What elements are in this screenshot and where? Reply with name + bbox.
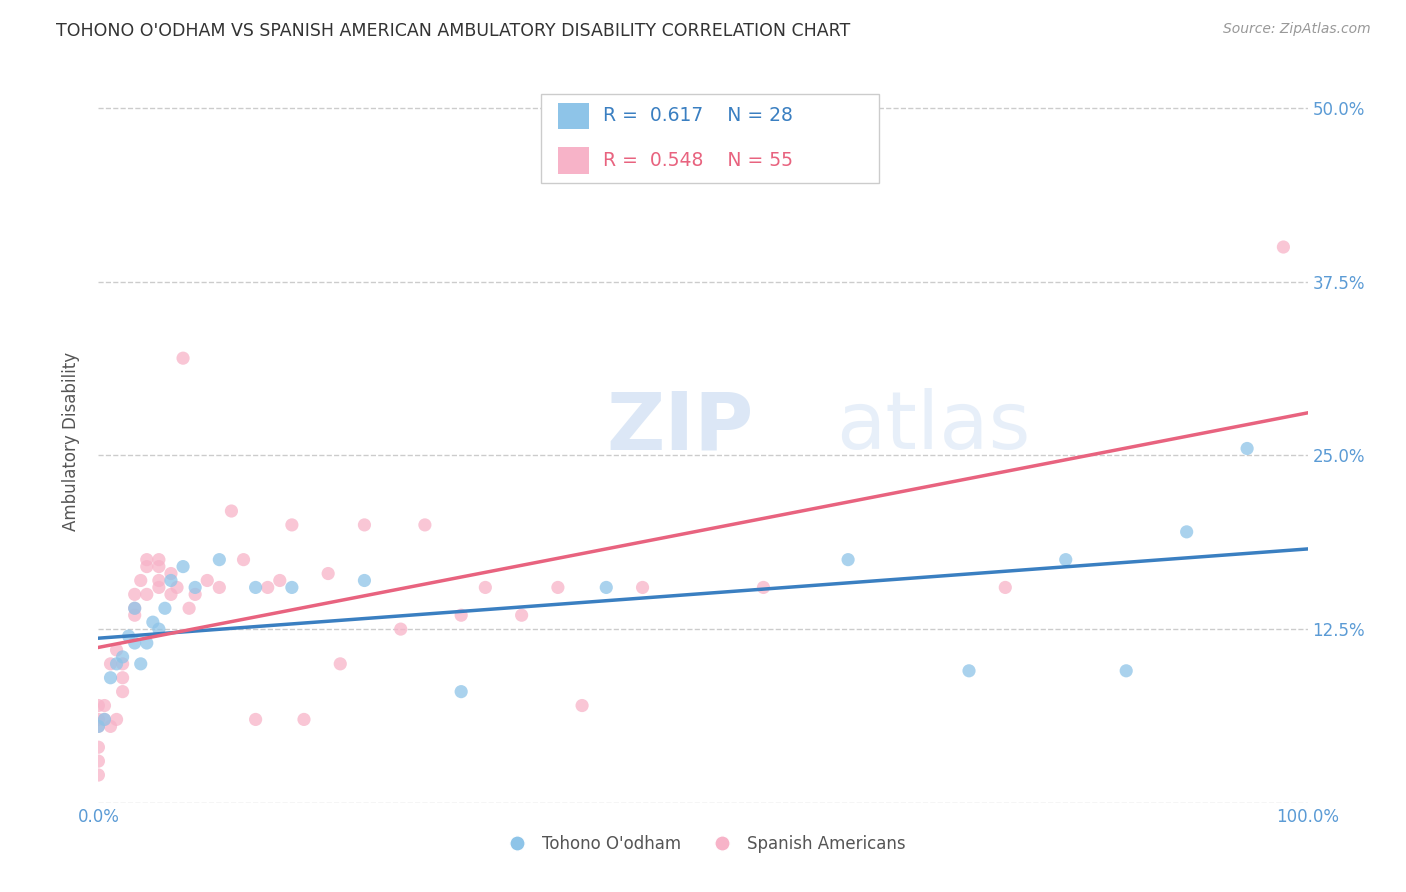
Point (353, 574, 375, 588)
Point (87, 713, 110, 727)
Point (172, 351, 194, 366)
Point (595, 581, 617, 595)
Point (87, 719, 110, 733)
Point (316, 566, 339, 581)
Point (232, 552, 254, 566)
Point (148, 622, 170, 636)
Point (1054, 552, 1077, 566)
Point (160, 566, 183, 581)
Point (160, 574, 183, 588)
Point (957, 664, 980, 678)
Point (129, 657, 152, 671)
Point (389, 622, 412, 636)
Point (105, 713, 128, 727)
Point (87, 719, 110, 733)
Point (510, 608, 533, 623)
Point (179, 601, 201, 615)
Point (124, 601, 146, 615)
Point (450, 684, 472, 698)
Point (837, 552, 859, 566)
Point (124, 587, 146, 601)
Point (245, 581, 267, 595)
Point (135, 552, 157, 566)
Point (87, 768, 110, 782)
Point (87, 698, 110, 713)
Point (105, 657, 128, 671)
Point (105, 643, 128, 657)
Point (752, 581, 775, 595)
Point (124, 601, 146, 615)
Point (184, 587, 207, 601)
Point (547, 581, 569, 595)
Point (148, 581, 170, 595)
Point (93, 698, 115, 713)
Point (87, 754, 110, 768)
Point (208, 581, 231, 595)
Point (329, 657, 352, 671)
Point (93, 713, 115, 727)
Point (111, 671, 134, 685)
Point (166, 581, 188, 595)
Point (281, 517, 304, 532)
Point (124, 608, 146, 623)
Point (1115, 664, 1137, 678)
Point (135, 636, 157, 650)
Point (148, 559, 170, 574)
Point (450, 608, 472, 623)
Point (100, 719, 122, 733)
Point (100, 657, 122, 671)
Text: atlas: atlas (837, 388, 1031, 467)
Point (135, 559, 157, 574)
Point (160, 587, 183, 601)
Point (93, 713, 115, 727)
Point (184, 581, 207, 595)
Text: R =  0.548    N = 55: R = 0.548 N = 55 (603, 151, 793, 170)
Point (195, 574, 218, 588)
Point (111, 649, 134, 664)
Point (208, 552, 231, 566)
Point (269, 574, 291, 588)
Point (87, 740, 110, 755)
Point (292, 713, 315, 727)
Point (129, 574, 152, 588)
Text: ZIP: ZIP (606, 388, 754, 467)
Point (153, 601, 176, 615)
Point (571, 698, 593, 713)
Text: Source: ZipAtlas.com: Source: ZipAtlas.com (1223, 22, 1371, 37)
Legend: Tohono O'odham, Spanish Americans: Tohono O'odham, Spanish Americans (494, 828, 912, 860)
Point (221, 504, 243, 518)
Point (100, 671, 122, 685)
Point (118, 629, 141, 643)
Point (124, 636, 146, 650)
Point (111, 657, 134, 671)
Point (631, 581, 654, 595)
Point (474, 581, 496, 595)
Text: TOHONO O'ODHAM VS SPANISH AMERICAN AMBULATORY DISABILITY CORRELATION CHART: TOHONO O'ODHAM VS SPANISH AMERICAN AMBUL… (56, 22, 851, 40)
Point (1236, 442, 1258, 456)
Point (148, 552, 170, 566)
Point (148, 574, 170, 588)
Y-axis label: Ambulatory Disability: Ambulatory Disability (62, 352, 80, 531)
Point (994, 581, 1017, 595)
Point (256, 581, 278, 595)
Point (353, 517, 375, 532)
Point (111, 684, 134, 698)
Point (172, 559, 194, 574)
Point (1175, 524, 1198, 539)
Point (413, 517, 436, 532)
Point (135, 587, 157, 601)
Text: R =  0.617    N = 28: R = 0.617 N = 28 (603, 106, 793, 126)
Point (245, 713, 267, 727)
Point (281, 581, 304, 595)
Point (142, 615, 165, 630)
Point (1272, 240, 1295, 254)
